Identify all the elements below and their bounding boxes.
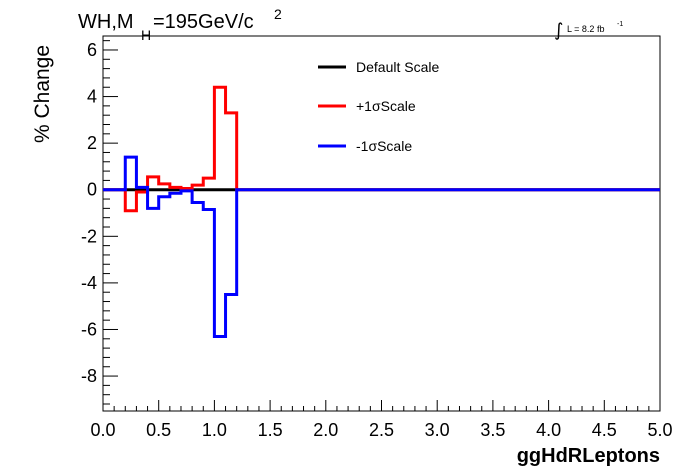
x-tick-label: 5.0 <box>647 420 672 440</box>
y-tick-label: 6 <box>87 40 97 60</box>
x-tick-label: 3.5 <box>480 420 505 440</box>
y-tick-label: -6 <box>81 319 97 339</box>
title-superscript: 2 <box>274 6 282 22</box>
x-axis-tick-labels: 0.0 0.5 1.0 1.5 2.0 2.5 3.0 3.5 4.0 4.5 5.0 <box>90 420 672 440</box>
series-layer <box>103 85 660 338</box>
lumi-integral-sign: ∫ <box>554 20 563 41</box>
y-tick-label: -4 <box>81 273 97 293</box>
y-axis-tick-labels: -8 -6 -4 -2 0 2 4 6 <box>81 40 97 386</box>
y-tick-label: -2 <box>81 226 97 246</box>
y-tick-label: 4 <box>87 87 97 107</box>
y-tick-label: -8 <box>81 366 97 386</box>
luminosity-label: ∫ L = 8.2 fb -1 <box>554 20 623 41</box>
legend: Default Scale +1σScale -1σScale <box>318 59 439 154</box>
x-tick-label: 4.5 <box>592 420 617 440</box>
y-tick-label: 0 <box>87 180 97 200</box>
title-rest: =195GeV/c <box>153 11 254 33</box>
x-tick-label: 3.0 <box>425 420 450 440</box>
y-axis-ticks <box>103 40 118 405</box>
y-tick-label: 2 <box>87 133 97 153</box>
legend-label-minus1sigma: -1σScale <box>356 138 412 154</box>
series-minus1sigma-scale <box>103 155 660 338</box>
chart-title: WH,M H =195GeV/c 2 <box>78 6 282 43</box>
x-tick-label: 0.0 <box>90 420 115 440</box>
x-tick-label: 4.0 <box>536 420 561 440</box>
y-axis-label: % Change <box>31 45 54 143</box>
x-tick-label: 1.0 <box>202 420 227 440</box>
x-tick-label: 2.5 <box>369 420 394 440</box>
title-main: WH,M <box>78 11 134 33</box>
x-tick-label: 2.0 <box>313 420 338 440</box>
title-subscript: H <box>141 27 151 43</box>
legend-label-default: Default Scale <box>356 59 439 75</box>
x-tick-label: 0.5 <box>146 420 171 440</box>
lumi-superscript: -1 <box>617 21 623 28</box>
plot-frame <box>102 35 661 412</box>
x-axis-label: ggHdRLeptons <box>517 445 660 467</box>
legend-label-plus1sigma: +1σScale <box>356 98 416 114</box>
x-tick-label: 1.5 <box>258 420 283 440</box>
x-axis-ticks <box>102 400 661 411</box>
lumi-text: L = 8.2 fb <box>567 24 604 34</box>
